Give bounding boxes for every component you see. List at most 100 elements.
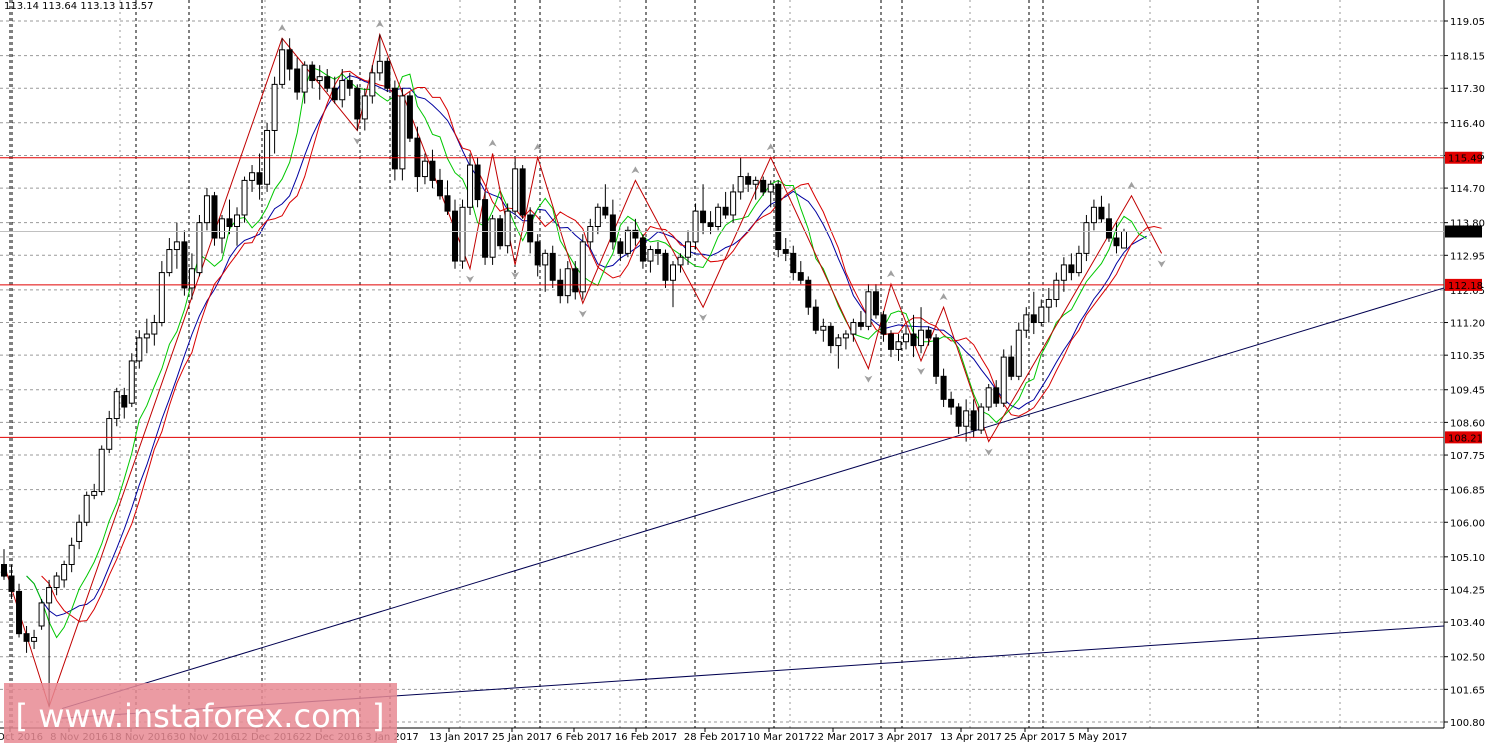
candle — [715, 203, 722, 231]
x-tick-label: 28 Feb 2017 — [684, 732, 746, 743]
candle-body — [775, 183, 782, 251]
candle-body — [459, 206, 466, 262]
candle-body — [715, 206, 722, 227]
candle-body — [1008, 356, 1015, 377]
candle — [677, 253, 684, 273]
level-tag-label: 112.18 — [1448, 281, 1483, 292]
fractal-down-icon — [864, 375, 873, 383]
candle-body — [136, 337, 143, 362]
ma-fast-line — [26, 67, 1147, 639]
level-tag-label: 115.49 — [1448, 154, 1483, 165]
fractal-down-icon — [353, 137, 362, 145]
candle — [669, 261, 676, 308]
candle — [527, 207, 534, 254]
candle-body — [624, 229, 631, 254]
y-tick-label: 118.15 — [1450, 52, 1485, 63]
candle-body — [549, 252, 556, 281]
candle — [534, 234, 541, 277]
candle-body — [279, 49, 286, 85]
candle — [68, 537, 75, 573]
ohlc-readout: 113.14 113.64 113.13 113.57 — [4, 1, 154, 12]
current-price-label: 113.57 — [1448, 227, 1483, 238]
fractal-up-icon — [533, 143, 542, 151]
x-tick-label: 6 Feb 2017 — [556, 732, 612, 743]
candle-body — [587, 225, 594, 243]
candle — [730, 184, 737, 223]
x-tick-label: 25 Jan 2017 — [492, 732, 552, 743]
candle — [354, 84, 361, 131]
candle — [234, 207, 241, 246]
candle — [136, 330, 143, 369]
candle — [1023, 307, 1030, 338]
candle — [827, 322, 834, 354]
candle-body — [685, 241, 692, 258]
fractal-up-icon — [1127, 181, 1136, 189]
y-tick-label: 112.05 — [1450, 286, 1485, 297]
candle-body — [8, 575, 15, 592]
candle — [339, 69, 346, 108]
candle-body — [602, 206, 609, 216]
candle-body — [361, 95, 368, 120]
candle-body — [918, 329, 925, 347]
candle-body — [948, 398, 955, 408]
candle-body — [925, 329, 932, 339]
candle — [933, 334, 940, 384]
candle — [1000, 349, 1007, 408]
candle — [790, 245, 797, 281]
candle-body — [707, 222, 714, 227]
trend-line-upper — [61, 287, 1445, 710]
candle-body — [970, 410, 977, 431]
candle-body — [113, 391, 120, 420]
candle-body — [421, 160, 428, 178]
candle — [121, 387, 128, 419]
candle-body — [121, 395, 128, 408]
candle-body — [542, 252, 549, 266]
candle-body — [83, 494, 90, 523]
candle — [301, 61, 308, 104]
candle-body — [782, 249, 789, 254]
candle-body — [820, 325, 827, 331]
candle-body — [700, 210, 707, 224]
candle — [1030, 291, 1037, 335]
y-tick-label: 106.85 — [1450, 486, 1485, 497]
candle-body — [512, 168, 519, 212]
candle-body — [737, 176, 744, 193]
candle — [421, 153, 428, 185]
candle-body — [429, 160, 436, 181]
candle — [376, 34, 383, 81]
fractal-up-icon — [886, 270, 895, 278]
candle-body — [474, 164, 481, 201]
y-tick-label: 104.25 — [1450, 585, 1485, 596]
candle — [857, 311, 864, 331]
candle-body — [444, 195, 451, 212]
candle — [685, 230, 692, 265]
candle — [579, 234, 586, 300]
y-tick-label: 103.40 — [1450, 618, 1485, 629]
candle-body — [346, 80, 353, 89]
candle — [91, 483, 98, 500]
candle — [53, 572, 60, 596]
candle-body — [339, 80, 346, 101]
candle — [83, 491, 90, 527]
candle-body — [376, 60, 383, 74]
candle-body — [662, 252, 669, 281]
candle — [98, 445, 105, 496]
grid — [0, 0, 1448, 732]
candle-body — [760, 179, 767, 193]
candle-body — [1038, 306, 1045, 324]
y-tick-label: 116.40 — [1450, 119, 1485, 130]
x-tick-label: 13 Jan 2017 — [429, 732, 489, 743]
candle — [512, 157, 519, 215]
candle — [143, 318, 150, 354]
candle — [993, 380, 1000, 408]
candle-body — [812, 306, 819, 331]
candle — [203, 188, 210, 231]
candle — [23, 625, 30, 653]
fractal-down-icon — [511, 271, 520, 279]
candle-body — [399, 95, 406, 170]
level-tag — [1445, 151, 1482, 164]
candle — [955, 403, 962, 434]
candle — [850, 318, 857, 342]
candle-body — [1000, 356, 1007, 404]
